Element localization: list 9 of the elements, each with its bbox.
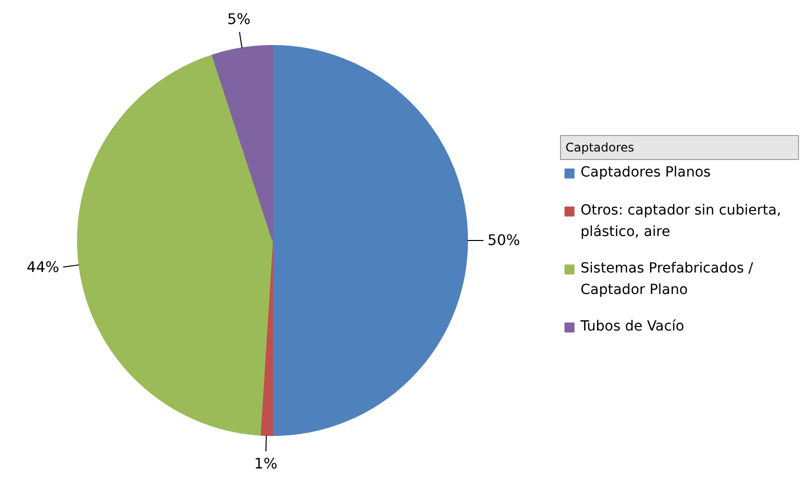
legend-label: Captadores Planos — [580, 164, 711, 180]
data-label: 5% — [227, 11, 251, 28]
legend-label: Otros: captador sin cubierta, plástico, aire — [580, 202, 782, 240]
data-label: 50% — [488, 232, 520, 249]
legend-label: Sistemas Prefabricados / Captador Plano — [580, 260, 754, 298]
legend-title: Captadores — [566, 140, 634, 154]
data-label: 1% — [254, 455, 278, 472]
data-label: 44% — [26, 258, 60, 276]
legend-label: Tubos de Vacío — [580, 318, 684, 334]
